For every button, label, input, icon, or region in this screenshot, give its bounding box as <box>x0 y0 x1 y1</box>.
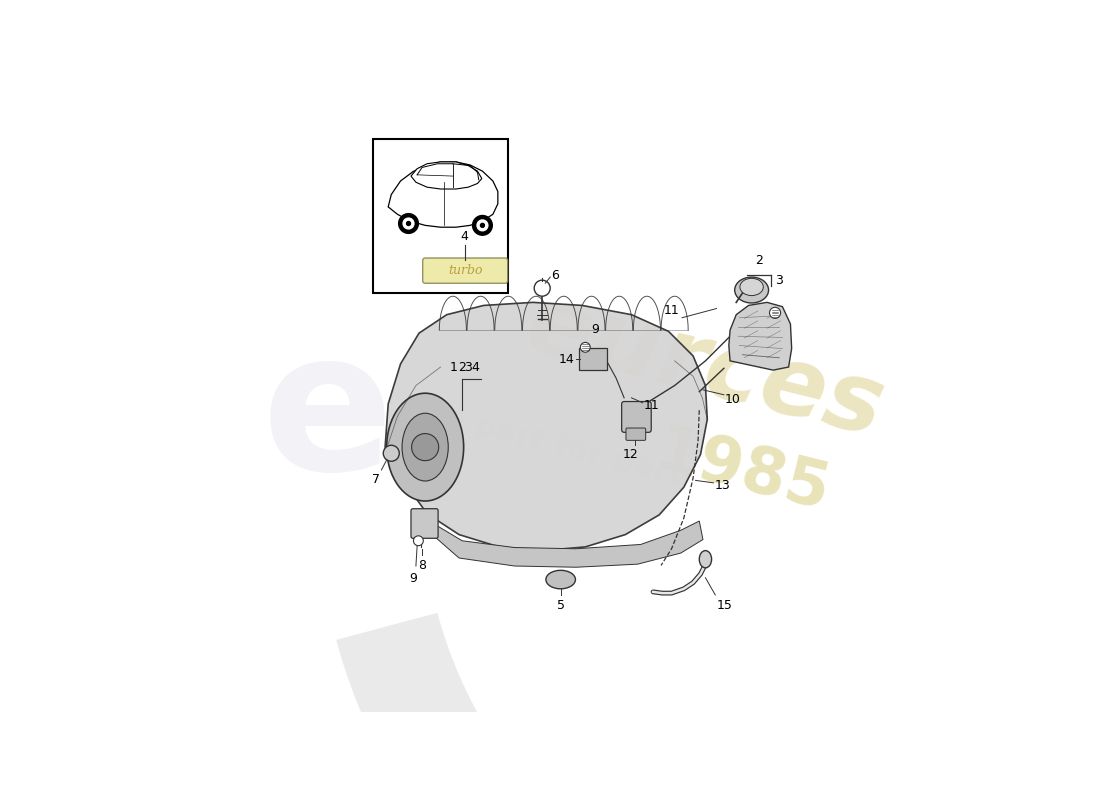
Ellipse shape <box>402 414 449 481</box>
FancyBboxPatch shape <box>621 402 651 432</box>
Circle shape <box>481 223 484 227</box>
Text: 1: 1 <box>449 362 458 374</box>
Text: turbo: turbo <box>448 264 483 277</box>
Circle shape <box>403 218 414 229</box>
FancyBboxPatch shape <box>422 258 508 283</box>
Polygon shape <box>388 162 498 227</box>
Polygon shape <box>337 512 1100 800</box>
Text: 11: 11 <box>644 398 660 412</box>
Polygon shape <box>385 302 707 550</box>
Ellipse shape <box>735 277 769 303</box>
Circle shape <box>383 446 399 462</box>
Text: 12: 12 <box>623 448 638 462</box>
Text: 9: 9 <box>409 571 417 585</box>
Text: 9: 9 <box>592 323 600 336</box>
Text: 6: 6 <box>551 270 559 282</box>
Text: 2: 2 <box>755 254 763 267</box>
Circle shape <box>581 342 591 352</box>
Text: 3: 3 <box>776 274 783 287</box>
Text: 11: 11 <box>663 303 680 317</box>
FancyBboxPatch shape <box>373 139 508 293</box>
FancyBboxPatch shape <box>626 428 646 440</box>
Text: eurces: eurces <box>517 278 893 456</box>
Text: a part for part: a part for part <box>441 403 686 491</box>
Text: 15: 15 <box>716 599 733 612</box>
Ellipse shape <box>700 550 712 568</box>
Circle shape <box>535 280 550 296</box>
Circle shape <box>414 536 424 546</box>
FancyBboxPatch shape <box>411 509 438 538</box>
Circle shape <box>411 434 439 461</box>
Circle shape <box>477 220 488 230</box>
Text: e: e <box>262 322 394 510</box>
Text: 1985: 1985 <box>649 420 836 523</box>
FancyBboxPatch shape <box>579 348 607 370</box>
Text: 8: 8 <box>418 559 426 572</box>
Circle shape <box>770 307 781 318</box>
Polygon shape <box>729 302 792 370</box>
Text: 14: 14 <box>559 353 575 366</box>
Ellipse shape <box>740 278 763 295</box>
Text: 10: 10 <box>725 393 741 406</box>
Text: 2: 2 <box>459 362 466 374</box>
Text: 4: 4 <box>472 362 480 374</box>
Ellipse shape <box>387 394 464 501</box>
Polygon shape <box>411 162 482 189</box>
Text: 13: 13 <box>715 479 730 492</box>
Circle shape <box>398 214 418 234</box>
Text: 3: 3 <box>464 362 472 374</box>
Text: 5: 5 <box>557 599 564 612</box>
Circle shape <box>473 215 493 235</box>
Text: 7: 7 <box>373 473 381 486</box>
Circle shape <box>407 222 410 226</box>
Polygon shape <box>434 521 703 567</box>
Ellipse shape <box>546 570 575 589</box>
Text: 4: 4 <box>460 230 467 242</box>
